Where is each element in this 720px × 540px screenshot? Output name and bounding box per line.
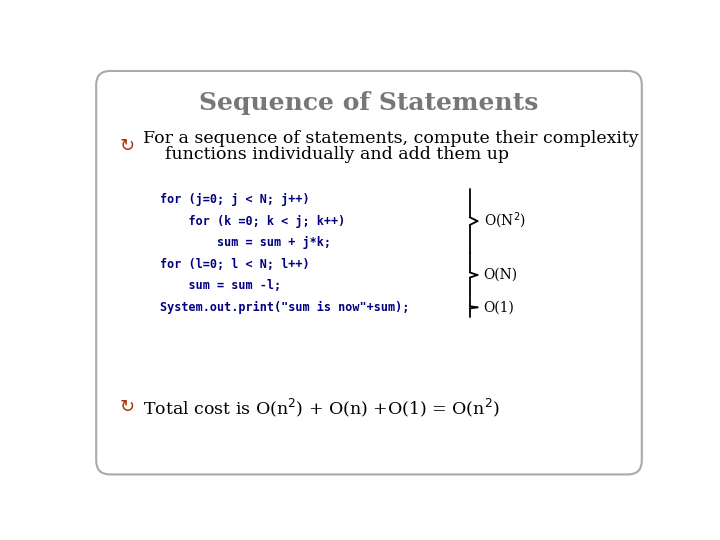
- Text: O(N$^2$): O(N$^2$): [484, 211, 526, 231]
- Text: For a sequence of statements, compute their complexity: For a sequence of statements, compute th…: [143, 130, 639, 147]
- Text: System.out.print("sum is now"+sum);: System.out.print("sum is now"+sum);: [160, 301, 409, 314]
- Text: O(N): O(N): [484, 268, 518, 282]
- Text: functions individually and add them up: functions individually and add them up: [143, 146, 509, 163]
- Text: ↻: ↻: [120, 137, 135, 154]
- Text: for (l=0; l < N; l++): for (l=0; l < N; l++): [160, 258, 310, 271]
- Text: for (k =0; k < j; k++): for (k =0; k < j; k++): [160, 214, 345, 228]
- Text: for (j=0; j < N; j++): for (j=0; j < N; j++): [160, 193, 310, 206]
- Text: ↻: ↻: [120, 399, 135, 416]
- Text: O(1): O(1): [484, 300, 515, 314]
- Text: sum = sum -l;: sum = sum -l;: [160, 279, 281, 292]
- Text: Total cost is O(n$^2$) + O(n) +O(1) = O(n$^2$): Total cost is O(n$^2$) + O(n) +O(1) = O(…: [143, 396, 500, 419]
- Text: Sequence of Statements: Sequence of Statements: [199, 91, 539, 116]
- FancyBboxPatch shape: [96, 71, 642, 475]
- Text: sum = sum + j*k;: sum = sum + j*k;: [160, 236, 330, 249]
